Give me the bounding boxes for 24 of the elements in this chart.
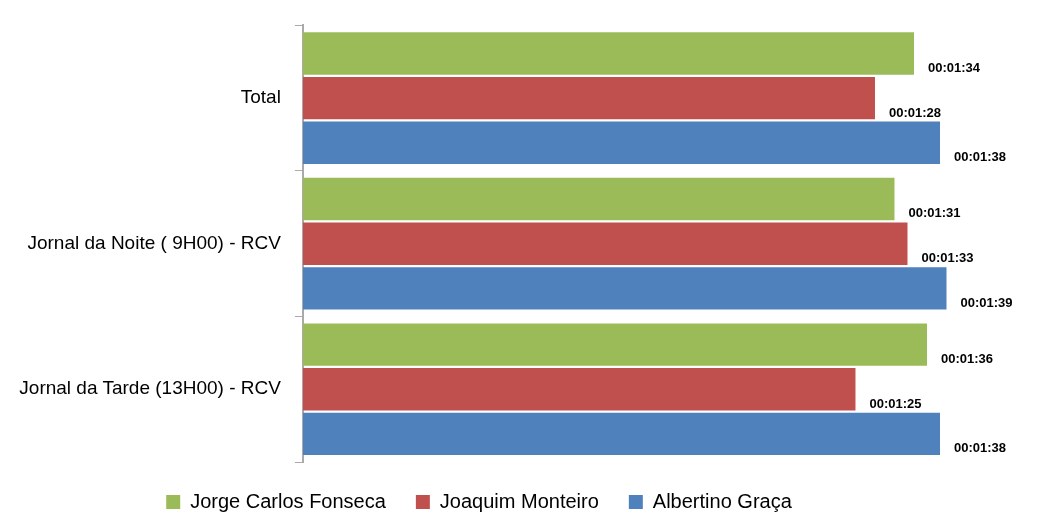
bar [302, 412, 940, 456]
data-label: 00:01:25 [869, 395, 922, 411]
y-tick-label: Total [240, 86, 281, 108]
legend-label: Jorge Carlos Fonseca [190, 489, 387, 512]
data-label: 00:01:39 [960, 294, 1013, 310]
bar [302, 368, 856, 411]
data-label: 00:01:38 [954, 149, 1007, 165]
bar [302, 32, 914, 75]
bar [302, 222, 908, 265]
data-label: 00:01:34 [927, 59, 981, 75]
data-label: 00:01:36 [941, 351, 994, 367]
bar [302, 76, 875, 120]
bar [302, 121, 940, 164]
data-label: 00:01:38 [954, 440, 1007, 456]
legend-label: Albertino Graça [652, 489, 793, 512]
data-label: 00:01:28 [888, 104, 942, 120]
legend-label: Joaquim Monteiro [439, 489, 599, 512]
y-tick-label: Jornal da Noite ( 9H00) - RCV [27, 231, 282, 253]
data-label: 00:01:33 [921, 250, 974, 266]
bar [302, 267, 947, 310]
data-label: 00:01:31 [908, 205, 961, 221]
y-tick-label: Jornal da Tarde (13H00) - RCV [19, 377, 282, 399]
bar [302, 177, 895, 221]
bar [302, 323, 927, 366]
